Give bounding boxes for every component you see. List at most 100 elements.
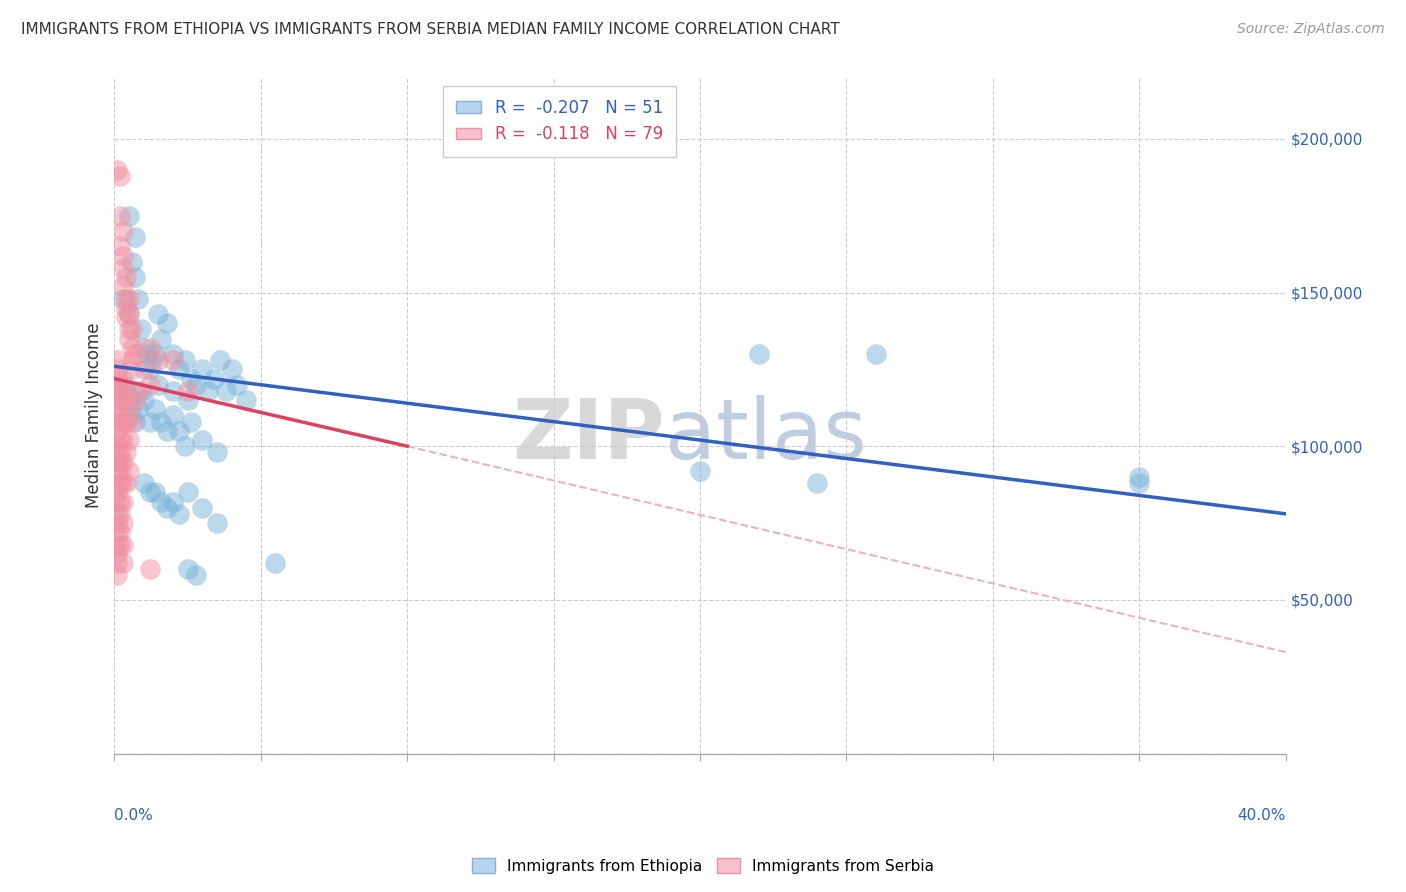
Text: Source: ZipAtlas.com: Source: ZipAtlas.com (1237, 22, 1385, 37)
Point (118, 332, 141, 346)
Point (129, 384, 152, 398)
Point (110, 239, 132, 253)
Point (138, 562, 160, 576)
Point (135, 347, 157, 361)
Text: ZIP: ZIP (512, 395, 665, 476)
Point (105, 362, 128, 376)
Point (132, 393, 155, 408)
Y-axis label: Median Family Income: Median Family Income (86, 323, 103, 508)
Point (112, 279, 135, 293)
Point (156, 424, 179, 438)
Point (208, 353, 231, 368)
Point (162, 494, 184, 508)
Point (110, 507, 132, 521)
Point (115, 384, 138, 398)
Point (105, 494, 128, 508)
Point (145, 402, 167, 417)
Point (148, 377, 170, 392)
Point (105, 485, 128, 500)
Point (145, 485, 167, 500)
Point (110, 433, 132, 447)
Point (115, 476, 138, 491)
Point (141, 353, 163, 368)
Point (138, 341, 160, 355)
Point (110, 454, 132, 468)
Point (162, 347, 184, 361)
Point (145, 347, 167, 361)
Point (121, 322, 143, 336)
Point (148, 307, 170, 321)
Point (112, 494, 135, 508)
Point (110, 169, 132, 183)
Point (205, 445, 228, 459)
Point (1128, 470, 1150, 484)
Point (112, 415, 135, 429)
Point (124, 230, 146, 244)
Point (156, 500, 179, 515)
Point (105, 445, 128, 459)
Point (118, 393, 141, 408)
Point (150, 494, 173, 508)
Point (105, 476, 128, 491)
Point (105, 439, 128, 453)
Point (132, 476, 155, 491)
Point (110, 402, 132, 417)
Point (150, 415, 173, 429)
Point (118, 209, 141, 223)
Point (118, 292, 141, 306)
Point (150, 332, 173, 346)
Point (115, 270, 138, 285)
Point (112, 371, 135, 385)
Point (176, 485, 198, 500)
Point (215, 384, 238, 398)
Point (1128, 476, 1150, 491)
Point (186, 568, 208, 582)
Text: atlas: atlas (665, 395, 866, 476)
Point (118, 307, 141, 321)
Point (110, 415, 132, 429)
Point (173, 353, 195, 368)
Point (176, 393, 198, 408)
Point (105, 464, 128, 478)
Point (118, 402, 141, 417)
Point (118, 307, 141, 321)
Point (748, 347, 770, 361)
Point (105, 556, 128, 570)
Point (112, 454, 135, 468)
Legend: Immigrants from Ethiopia, Immigrants from Serbia: Immigrants from Ethiopia, Immigrants fro… (465, 852, 941, 880)
Point (112, 433, 135, 447)
Point (124, 347, 146, 361)
Point (162, 409, 184, 423)
Point (115, 415, 138, 429)
Point (205, 516, 228, 530)
Point (105, 424, 128, 438)
Point (865, 347, 887, 361)
Point (110, 525, 132, 540)
Point (115, 292, 138, 306)
Point (118, 464, 141, 478)
Point (110, 384, 132, 398)
Point (118, 433, 141, 447)
Point (197, 384, 219, 398)
Point (186, 377, 208, 392)
Point (121, 409, 143, 423)
Point (124, 270, 146, 285)
Point (138, 377, 160, 392)
Point (112, 537, 135, 551)
Point (105, 162, 128, 177)
Point (191, 362, 214, 376)
Point (112, 516, 135, 530)
Point (127, 402, 149, 417)
Point (689, 464, 711, 478)
Point (105, 371, 128, 385)
Point (264, 556, 287, 570)
Point (806, 476, 828, 491)
Point (112, 476, 135, 491)
Point (180, 371, 202, 385)
Point (127, 384, 149, 398)
Point (226, 377, 249, 392)
Text: IMMIGRANTS FROM ETHIOPIA VS IMMIGRANTS FROM SERBIA MEDIAN FAMILY INCOME CORRELAT: IMMIGRANTS FROM ETHIOPIA VS IMMIGRANTS F… (21, 22, 839, 37)
Point (167, 362, 190, 376)
Point (162, 384, 184, 398)
Point (138, 362, 160, 376)
